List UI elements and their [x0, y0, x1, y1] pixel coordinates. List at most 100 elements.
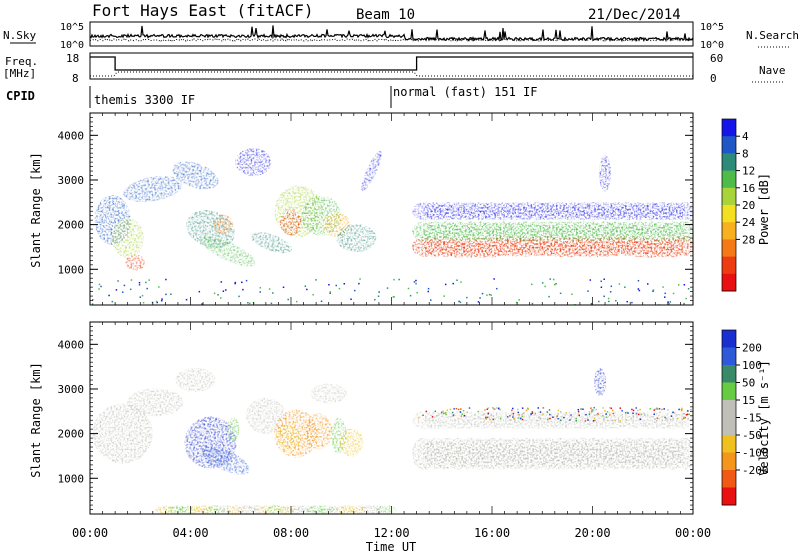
power-colorbar-swatch	[722, 256, 736, 275]
power-echo-speck	[245, 279, 248, 282]
power-echo-speck	[115, 289, 118, 291]
velocity-echo-speck	[563, 416, 565, 419]
velocity-echo-speck	[592, 420, 595, 422]
power-ytick-label: 3000	[58, 174, 85, 187]
nsearch-trace	[90, 37, 694, 43]
velocity-echo-speck	[632, 412, 634, 414]
velocity-echo-speck	[681, 407, 683, 410]
velocity-echo-blob	[310, 383, 347, 404]
x-tick-label: 00:00	[72, 526, 108, 540]
velocity-echo-speck	[611, 420, 614, 422]
power-echo-blob	[125, 254, 146, 271]
velocity-colorbar-tick-label: -15	[742, 412, 762, 425]
power-echo-speck	[165, 293, 167, 296]
velocity-echo-speck	[453, 408, 455, 410]
power-echo-speck	[142, 301, 145, 304]
power-echo-speck	[531, 302, 534, 305]
velocity-colorbar-tick-label: -50	[742, 429, 762, 442]
power-echo-speck	[615, 299, 617, 302]
velocity-echo-speck	[513, 418, 515, 420]
velocity-echo-speck	[596, 414, 598, 416]
power-echo-speck	[444, 283, 447, 286]
velocity-echo-speck	[595, 408, 597, 411]
velocity-echo-speck	[590, 407, 592, 409]
power-echo-speck	[637, 279, 640, 282]
velocity-echo-speck	[537, 407, 540, 409]
power-echo-speck	[217, 294, 219, 296]
power-echo-speck	[138, 281, 141, 284]
velocity-echo-speck	[613, 414, 615, 417]
nsky-label: N.Sky	[3, 29, 36, 42]
x-tick-label: 08:00	[273, 526, 309, 540]
velocity-echo-speck	[570, 414, 572, 416]
power-colorbar-swatch	[722, 239, 736, 258]
velocity-echo-speck	[517, 417, 520, 419]
freq-tick-top: 18	[66, 52, 79, 65]
power-echo-speck	[427, 290, 430, 293]
velocity-echo-speck	[688, 413, 691, 416]
velocity-colorbar-swatch	[722, 400, 736, 418]
power-echo-speck	[672, 292, 675, 295]
velocity-echo-blob	[201, 446, 250, 475]
power-echo-speck	[531, 283, 533, 286]
velocity-echo-speck	[575, 419, 577, 422]
power-echo-speck	[329, 292, 331, 294]
power-echo-speck	[608, 300, 610, 303]
power-echo-speck	[130, 279, 133, 281]
velocity-echo-speck	[588, 413, 591, 415]
power-echo-speck	[234, 281, 237, 284]
velocity-echo-speck	[603, 418, 605, 420]
velocity-echo-speck	[687, 417, 689, 420]
velocity-echo-speck	[594, 414, 596, 416]
power-echo-speck	[407, 287, 410, 290]
velocity-echo-speck	[575, 417, 577, 420]
power-echo-speck	[225, 289, 227, 291]
power-echo-speck	[496, 287, 498, 290]
velocity-echo-speck	[656, 408, 659, 410]
velocity-ytick-label: 1000	[58, 472, 85, 485]
velocity-echo-speck	[552, 416, 554, 418]
velocity-echo-speck	[649, 407, 652, 410]
power-colorbar-tick-label: 8	[742, 147, 749, 160]
power-echo-speck	[138, 284, 141, 286]
power-ytick-label: 4000	[58, 129, 85, 142]
velocity-echo-speck	[539, 417, 542, 420]
power-echo-blob	[213, 214, 234, 235]
velocity-echo-speck	[605, 413, 607, 415]
power-echo-blob	[172, 161, 219, 190]
date-label: 21/Dec/2014	[588, 7, 681, 23]
velocity-echo-speck	[449, 408, 452, 411]
velocity-echo-speck	[682, 413, 685, 415]
x-tick-label: 00:00	[675, 526, 711, 540]
velocity-echo-speck	[463, 415, 466, 417]
velocity-echo-speck	[591, 409, 593, 411]
power-colorbar-swatch	[722, 170, 736, 189]
velocity-echo-speck	[665, 417, 667, 420]
power-echo-speck	[201, 303, 203, 305]
velocity-echo-speck	[556, 415, 559, 417]
velocity-echo-speck	[461, 413, 464, 415]
x-tick-label: 12:00	[373, 526, 409, 540]
power-echo-speck	[242, 288, 244, 291]
velocity-echo-speck	[681, 418, 683, 421]
power-echo-speck	[638, 289, 641, 292]
cpid-mode-themis: themis 3300 IF	[94, 93, 195, 107]
power-echo-speck	[146, 287, 148, 290]
x-tick-label: 16:00	[474, 526, 510, 540]
velocity-echo-speck	[539, 411, 542, 413]
freq-label: Freq.	[5, 55, 38, 68]
power-echo-speck	[637, 288, 640, 290]
freq-tick-bottom: 8	[72, 72, 79, 85]
velocity-echo-speck	[585, 413, 587, 416]
power-echo-speck	[477, 301, 480, 303]
velocity-echo-speck	[559, 411, 562, 413]
power-echo-speck	[652, 289, 655, 292]
velocity-echo-speck	[684, 416, 687, 419]
power-echo-blob	[250, 231, 292, 254]
velocity-colorbar-swatch	[722, 330, 736, 348]
power-echo-blob	[672, 221, 693, 242]
nsearch-tick-bottom: 10^0	[700, 40, 724, 51]
velocity-echo-speck	[565, 412, 567, 414]
velocity-echo-speck	[492, 418, 495, 421]
